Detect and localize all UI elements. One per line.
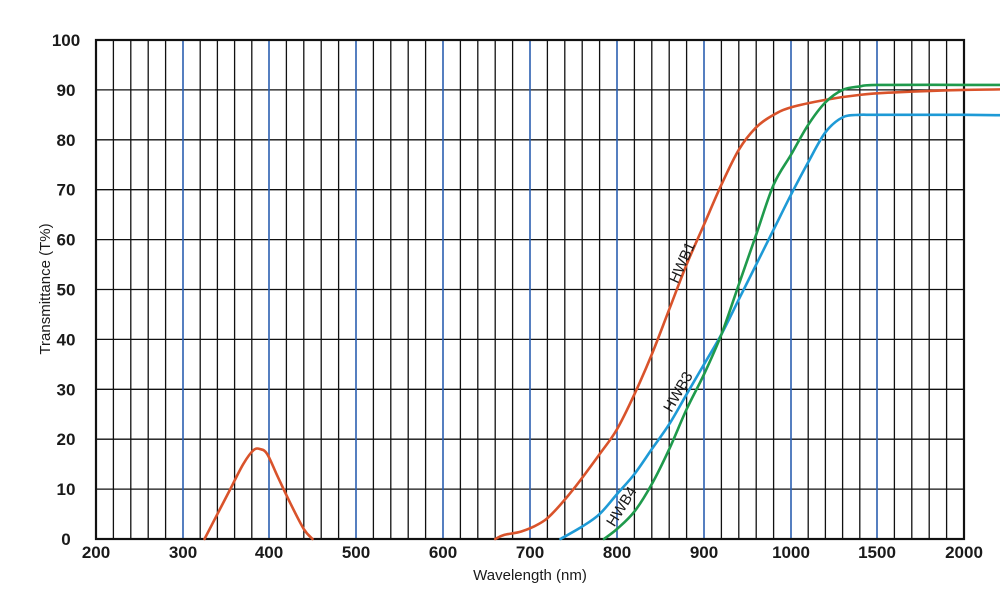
grid-major-lines <box>182 40 878 539</box>
series-line-hwb1 <box>493 88 1000 541</box>
x-tick-label: 800 <box>603 543 631 562</box>
y-tick-label: 70 <box>57 181 76 200</box>
y-tick-labels: 0 10 20 30 40 50 60 70 80 90 100 <box>52 31 80 549</box>
x-tick-label: 1000 <box>772 543 810 562</box>
plot-frame <box>94 38 966 541</box>
y-tick-label: 0 <box>61 530 70 549</box>
series-line-hwb3 <box>559 113 1000 541</box>
y-tick-label: 50 <box>57 281 76 300</box>
x-tick-label: 200 <box>82 543 110 562</box>
x-tick-label: 400 <box>255 543 283 562</box>
y-tick-label: 30 <box>57 380 76 399</box>
y-tick-label: 60 <box>57 231 76 250</box>
x-tick-label: 700 <box>516 543 544 562</box>
y-tick-label: 90 <box>57 81 76 100</box>
series-line-hwb4 <box>602 83 1000 541</box>
y-tick-label: 80 <box>57 131 76 150</box>
y-tick-label: 10 <box>57 480 76 499</box>
x-tick-label: 1500 <box>858 543 896 562</box>
x-tick-label: 300 <box>169 543 197 562</box>
y-tick-label: 40 <box>57 330 76 349</box>
y-tick-label: 100 <box>52 31 80 50</box>
x-tick-label: 600 <box>429 543 457 562</box>
x-tick-label: 2000 <box>945 543 983 562</box>
y-tick-label: 20 <box>57 430 76 449</box>
x-tick-labels: 2003004005006007008009001000150020002500 <box>82 543 983 562</box>
y-axis-title: Transmittance (T%) <box>37 223 54 354</box>
x-tick-label: 500 <box>342 543 370 562</box>
series-layer <box>203 83 1000 541</box>
x-axis-title: Wavelength (nm) <box>473 567 587 584</box>
x-tick-label: 900 <box>690 543 718 562</box>
series-line-hwb1 <box>203 447 314 541</box>
